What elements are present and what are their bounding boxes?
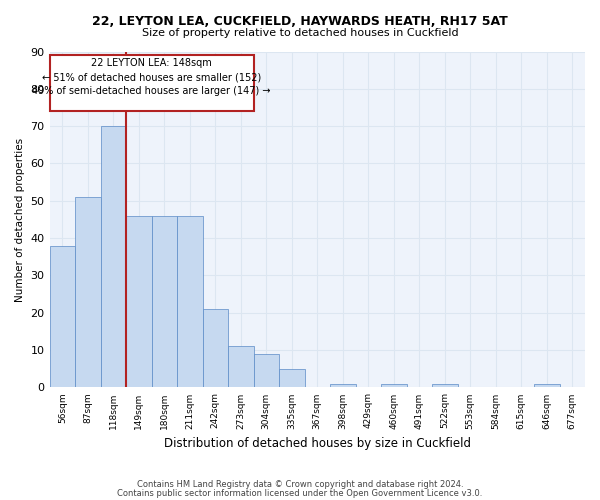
Bar xyxy=(279,369,305,388)
Y-axis label: Number of detached properties: Number of detached properties xyxy=(15,138,25,302)
Bar xyxy=(534,384,560,388)
Bar xyxy=(203,309,228,388)
Bar xyxy=(126,216,152,388)
Text: Contains public sector information licensed under the Open Government Licence v3: Contains public sector information licen… xyxy=(118,488,482,498)
Bar xyxy=(330,384,356,388)
Bar xyxy=(152,216,177,388)
Text: Size of property relative to detached houses in Cuckfield: Size of property relative to detached ho… xyxy=(142,28,458,38)
Text: Contains HM Land Registry data © Crown copyright and database right 2024.: Contains HM Land Registry data © Crown c… xyxy=(137,480,463,489)
Bar xyxy=(432,384,458,388)
Bar xyxy=(75,197,101,388)
Text: 49% of semi-detached houses are larger (147) →: 49% of semi-detached houses are larger (… xyxy=(32,86,271,96)
Text: 22 LEYTON LEA: 148sqm: 22 LEYTON LEA: 148sqm xyxy=(91,58,212,68)
Bar xyxy=(101,126,126,388)
Text: 22, LEYTON LEA, CUCKFIELD, HAYWARDS HEATH, RH17 5AT: 22, LEYTON LEA, CUCKFIELD, HAYWARDS HEAT… xyxy=(92,15,508,28)
Bar xyxy=(50,246,75,388)
Bar xyxy=(381,384,407,388)
FancyBboxPatch shape xyxy=(50,55,254,111)
Bar xyxy=(177,216,203,388)
X-axis label: Distribution of detached houses by size in Cuckfield: Distribution of detached houses by size … xyxy=(164,437,471,450)
Bar xyxy=(228,346,254,388)
Text: ← 51% of detached houses are smaller (152): ← 51% of detached houses are smaller (15… xyxy=(42,72,261,82)
Bar xyxy=(254,354,279,388)
